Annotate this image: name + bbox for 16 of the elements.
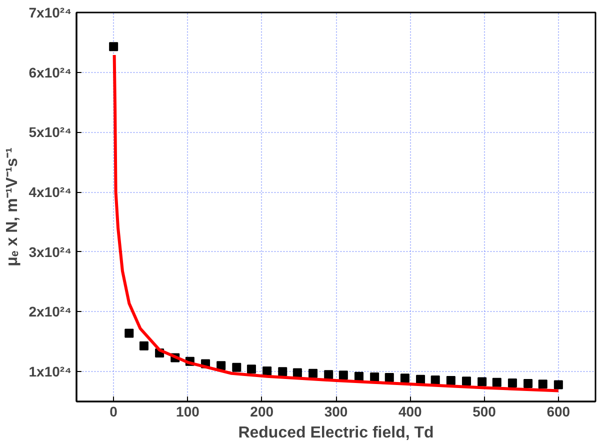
- x-tick-label: 400: [398, 404, 422, 420]
- y-axis-title: μₑ x N, m⁻¹V⁻¹s⁻¹: [4, 148, 21, 266]
- x-tick-label: 500: [472, 404, 496, 420]
- y-tick-label: 2x10²⁴: [28, 304, 72, 320]
- y-tick-label: 5x10²⁴: [28, 124, 72, 140]
- x-tick-label: 0: [110, 404, 118, 420]
- x-tick-label: 600: [546, 404, 570, 420]
- y-tick-label: 3x10²⁴: [28, 244, 72, 260]
- x-axis-title: Reduced Electric field, Td: [238, 424, 434, 442]
- x-tick-label: 300: [324, 404, 348, 420]
- x-tick-label: 200: [250, 404, 274, 420]
- y-tick-label: 7x10²⁴: [28, 4, 72, 20]
- y-tick-label: 6x10²⁴: [28, 64, 72, 80]
- y-tick-label: 1x10²⁴: [28, 364, 72, 380]
- y-tick-label: 4x10²⁴: [28, 184, 72, 200]
- x-tick-label: 100: [176, 404, 200, 420]
